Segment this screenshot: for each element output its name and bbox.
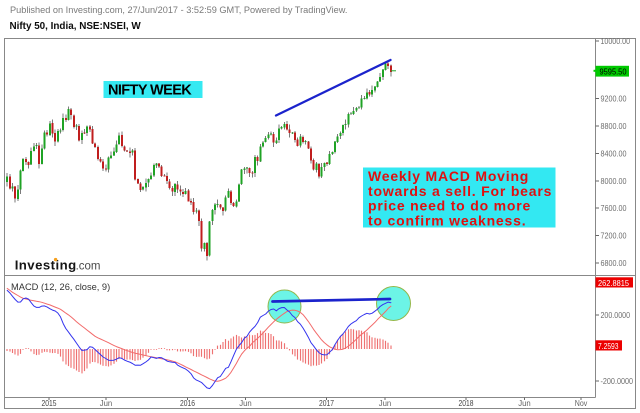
svg-text:towards a sell. For bears: towards a sell. For bears bbox=[368, 183, 552, 199]
svg-text:9200.00: 9200.00 bbox=[601, 94, 627, 104]
svg-text:2017: 2017 bbox=[319, 398, 334, 408]
svg-text:200.0000: 200.0000 bbox=[601, 310, 631, 320]
svg-text:.com: .com bbox=[76, 260, 101, 272]
svg-text:Weekly MACD Moving: Weekly MACD Moving bbox=[368, 168, 529, 184]
svg-text:Published on Investing.com, 27: Published on Investing.com, 27/Jun/2017 … bbox=[10, 5, 347, 15]
svg-text:9595.50: 9595.50 bbox=[600, 67, 627, 77]
svg-text:7600.00: 7600.00 bbox=[601, 203, 627, 213]
svg-text:7200.00: 7200.00 bbox=[601, 231, 627, 241]
svg-text:MACD (12, 26, close, 9): MACD (12, 26, close, 9) bbox=[11, 282, 110, 292]
svg-text:Investing: Investing bbox=[15, 257, 77, 272]
svg-text:262.8815: 262.8815 bbox=[598, 278, 629, 288]
svg-text:2016: 2016 bbox=[180, 398, 195, 408]
svg-text:-200.0000: -200.0000 bbox=[601, 376, 634, 386]
svg-text:7.2593: 7.2593 bbox=[598, 341, 619, 351]
svg-text:Nov: Nov bbox=[575, 398, 588, 408]
svg-text:8800.00: 8800.00 bbox=[601, 121, 627, 131]
svg-text:6800.00: 6800.00 bbox=[601, 258, 627, 268]
svg-text:NIFTY WEEK: NIFTY WEEK bbox=[108, 83, 192, 99]
svg-text:8400.00: 8400.00 bbox=[601, 149, 627, 159]
svg-text:8000.00: 8000.00 bbox=[601, 176, 627, 186]
svg-text:Jun: Jun bbox=[379, 398, 392, 408]
svg-text:Jun: Jun bbox=[100, 398, 113, 408]
svg-text:Nifty 50, India, NSE:NSEI, W: Nifty 50, India, NSE:NSEI, W bbox=[10, 21, 142, 32]
svg-text:price need to do more: price need to do more bbox=[368, 198, 531, 214]
svg-text:Jun: Jun bbox=[518, 398, 531, 408]
svg-text:Jun: Jun bbox=[239, 398, 252, 408]
svg-text:2018: 2018 bbox=[459, 398, 474, 408]
svg-text:10000.00: 10000.00 bbox=[601, 36, 631, 46]
svg-text:2015: 2015 bbox=[42, 398, 57, 408]
svg-text:to confirm weakness.: to confirm weakness. bbox=[368, 212, 526, 228]
